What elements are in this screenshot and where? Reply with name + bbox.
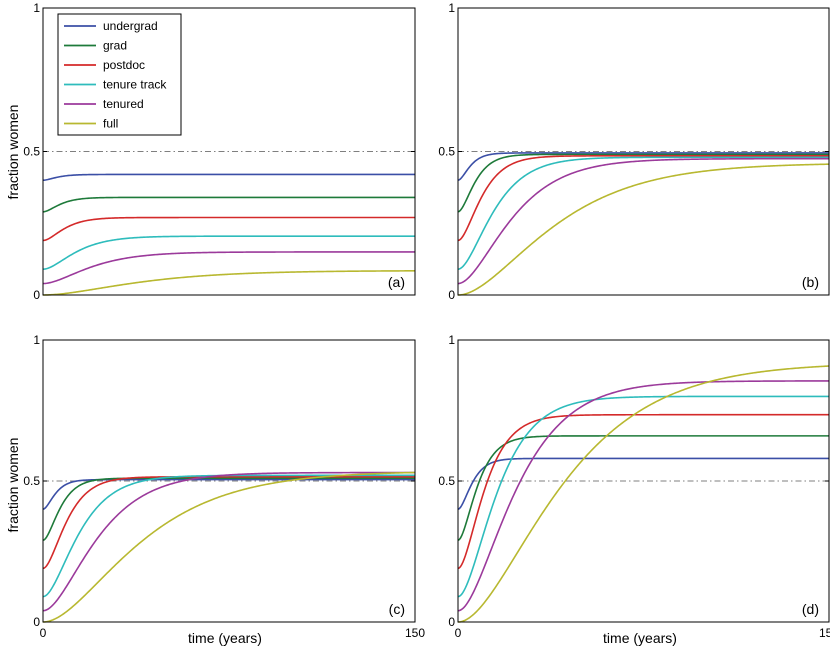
series-line-undergrad	[457, 152, 829, 181]
series-line-tenure-track	[457, 156, 829, 270]
legend-entry: postdoc	[103, 58, 145, 72]
series-line-grad	[457, 435, 829, 541]
series-line-grad	[42, 196, 415, 213]
series-line-tenured	[457, 380, 829, 612]
panel-3: 0 0.5 1 0 150(c)	[23, 333, 425, 640]
legend-entry: grad	[103, 39, 127, 53]
y-tick-label: 0.5	[438, 145, 455, 159]
series-line-grad	[457, 153, 829, 213]
y-tick-label: 0.5	[23, 474, 40, 488]
series-line-postdoc	[42, 216, 415, 242]
series-line-tenured	[457, 157, 830, 285]
y-tick-label: 0.5	[23, 145, 40, 159]
panel-4: 0 0.5 1 0 150(d)	[438, 333, 830, 640]
panel-label: (b)	[802, 274, 819, 290]
y-tick-label: 0	[448, 615, 455, 629]
y-tick-label: 1	[448, 1, 455, 15]
y-tick-label: 1	[33, 333, 40, 347]
x-tick-label: 150	[819, 626, 830, 640]
y-tick-label: 0.5	[438, 474, 455, 488]
series-line-full	[42, 471, 416, 623]
panel-1: 0 0.5 1 (a) undergrad grad postdoc tenure track…	[23, 1, 416, 302]
legend-entry: tenure track	[103, 78, 167, 92]
y-tick-label: 1	[448, 333, 455, 347]
legend-entry: undergrad	[103, 19, 158, 33]
series-line-tenured	[42, 251, 415, 285]
series-line-tenure-track	[457, 395, 829, 598]
panel-label: (c)	[389, 601, 405, 617]
series-line-postdoc	[457, 155, 829, 242]
series-line-postdoc	[42, 475, 415, 570]
panel-2: 0 0.5 1 (b)	[438, 1, 830, 302]
series-line-tenure-track	[42, 235, 415, 270]
series-line-full	[457, 365, 830, 623]
panel-label: (d)	[802, 601, 819, 617]
series-line-full	[457, 163, 830, 296]
legend-entry: tenured	[103, 97, 144, 111]
series-line-undergrad	[457, 457, 829, 510]
y-axis-label-top: fraction women	[5, 105, 21, 200]
x-axis-label-left: time (years)	[188, 630, 262, 646]
panel-label: (a)	[388, 274, 405, 290]
series-line-tenured	[42, 471, 415, 612]
series-line-undergrad	[42, 173, 415, 181]
y-tick-label: 0	[33, 615, 40, 629]
series-line-postdoc	[457, 413, 829, 570]
y-tick-label: 1	[33, 1, 40, 15]
x-tick-label: 0	[40, 626, 47, 640]
series-line-grad	[42, 477, 415, 541]
series-line-full	[42, 270, 415, 296]
x-axis-label-right: time (years)	[603, 630, 677, 646]
x-tick-label: 150	[405, 626, 425, 640]
legend-box	[57, 13, 182, 136]
y-tick-label: 0	[448, 288, 455, 302]
legend-entry: full	[103, 117, 118, 131]
y-axis-label-bottom: fraction women	[5, 438, 21, 533]
y-tick-label: 0	[33, 288, 40, 302]
x-tick-label: 0	[455, 626, 462, 640]
legend: undergrad grad postdoc tenure track tenured f…	[57, 13, 182, 136]
